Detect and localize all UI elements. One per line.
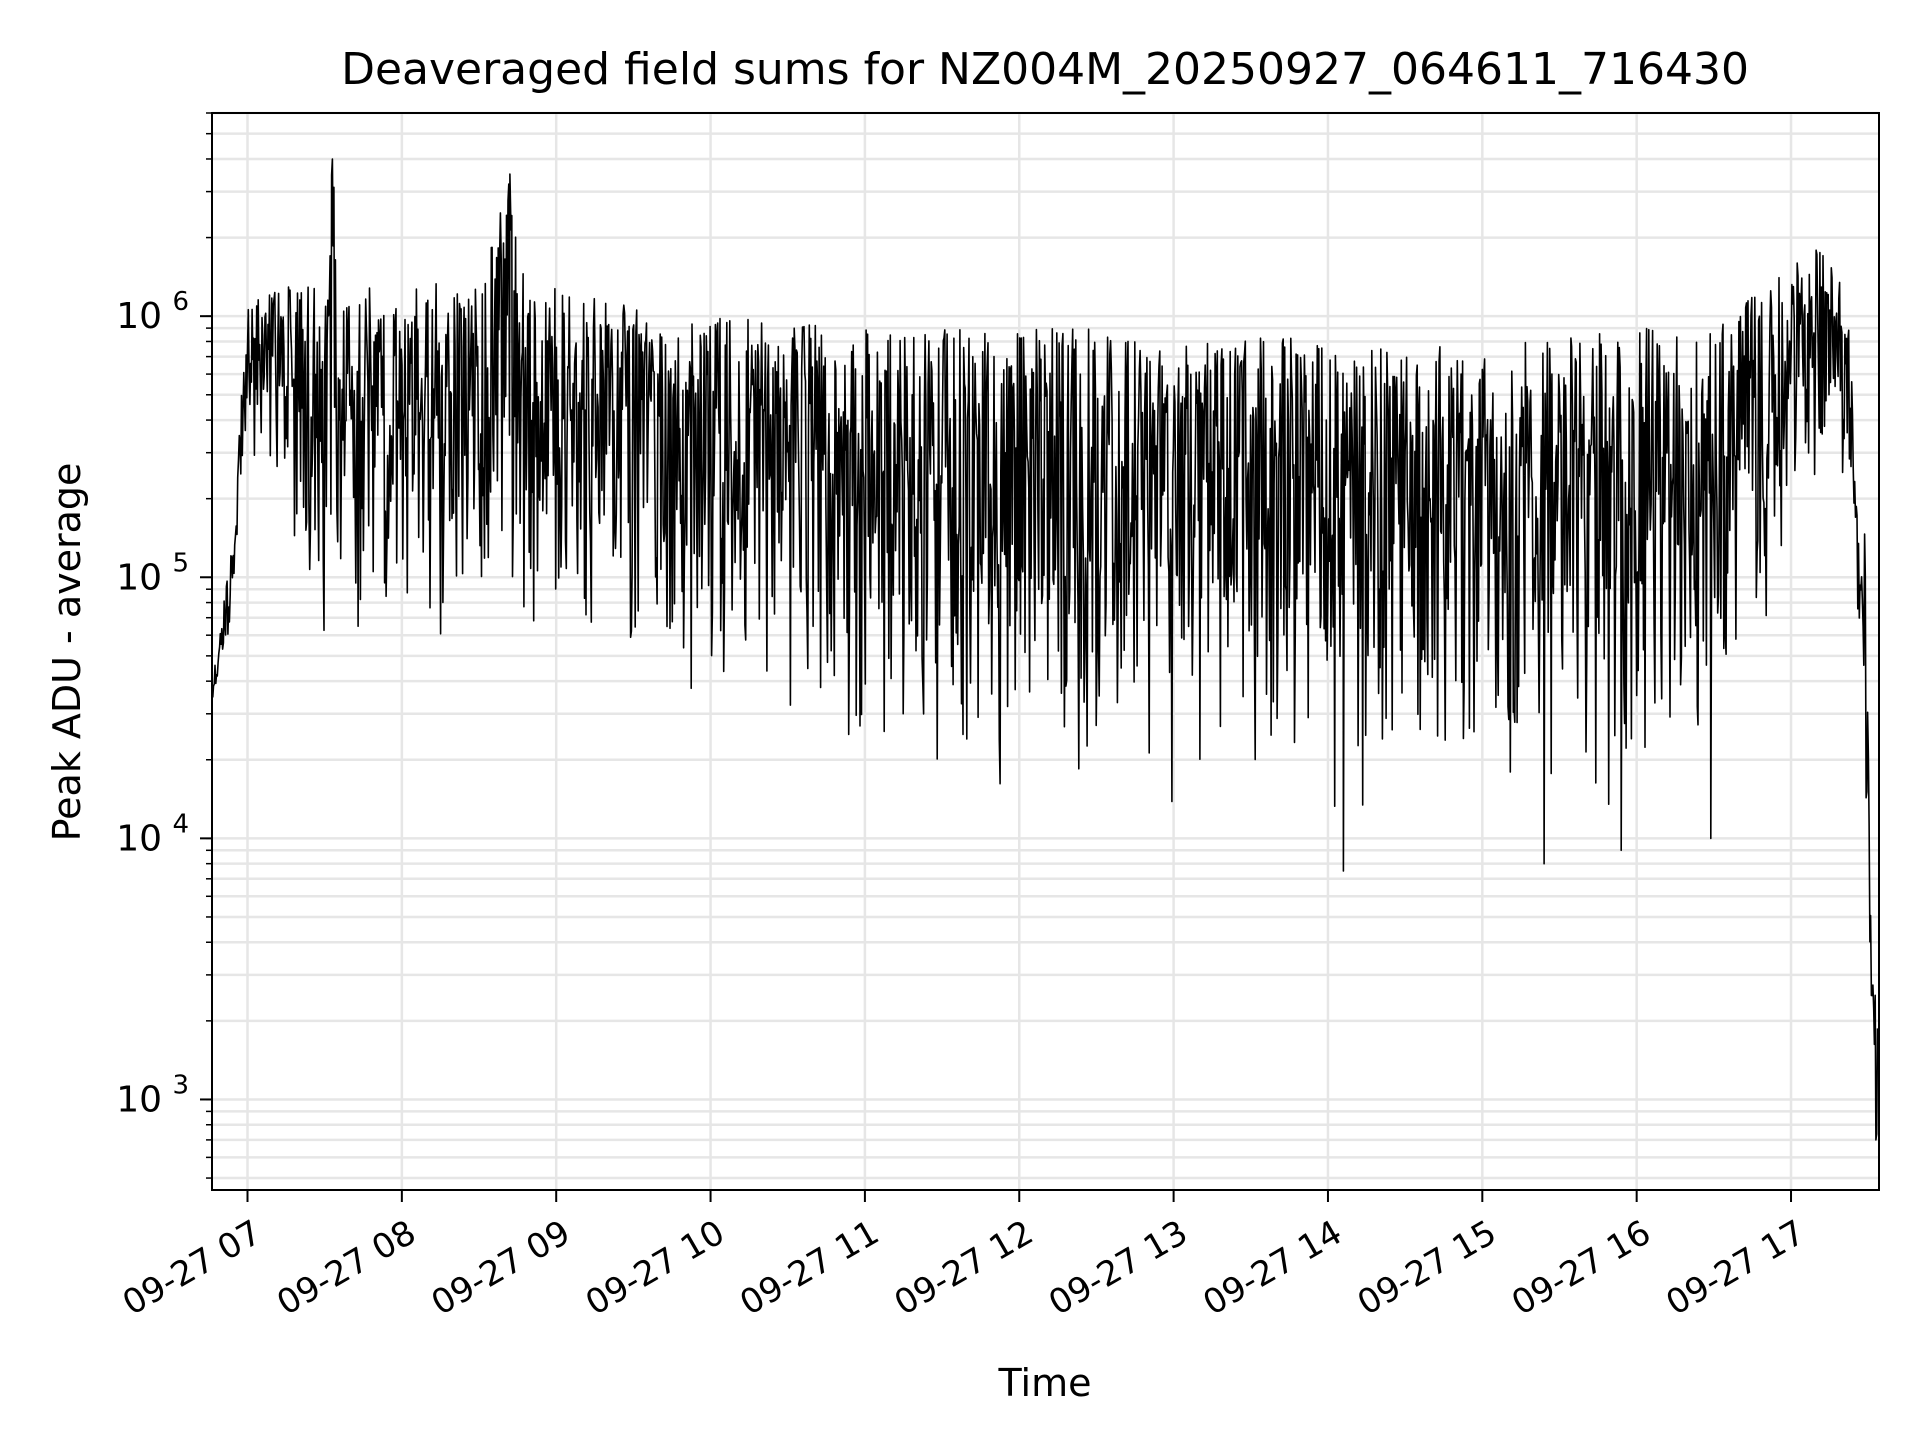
y-tick-label: 10 (116, 818, 162, 859)
x-axis-label: Time (998, 1361, 1092, 1405)
x-tick-label: 09-27 07 (116, 1213, 268, 1324)
y-tick-exponent: 5 (172, 548, 189, 578)
x-tick-label: 09-27 17 (1660, 1213, 1812, 1324)
y-tick-exponent: 4 (172, 809, 189, 839)
chart-title: Deaveraged field sums for NZ004M_2025092… (341, 44, 1749, 95)
y-axis: 10 3 10 4 10 5 10 6 (116, 112, 212, 1179)
x-tick-label: 09-27 11 (733, 1213, 885, 1324)
x-tick-label: 09-27 09 (425, 1213, 577, 1324)
x-tick-label: 09-27 12 (888, 1213, 1040, 1324)
x-tick-label: 09-27 16 (1505, 1213, 1657, 1324)
y-tick-exponent: 6 (172, 287, 189, 317)
y-axis-label: Peak ADU - average (45, 463, 89, 842)
y-tick-label: 10 (116, 296, 162, 337)
plot-frame (211, 112, 1880, 1191)
x-tick-label: 09-27 10 (579, 1213, 731, 1324)
x-axis: 09-27 07 09-27 08 09-27 09 09-27 10 09-27 11… (116, 1190, 1812, 1324)
series-layer (211, 158, 1879, 1141)
y-tick-exponent: 3 (172, 1070, 189, 1100)
x-tick-label: 09-27 15 (1351, 1213, 1503, 1324)
x-tick-label: 09-27 08 (270, 1213, 422, 1324)
grid (212, 111, 1879, 1190)
y-tick-label: 10 (116, 1079, 162, 1120)
x-tick-label: 09-27 14 (1196, 1213, 1348, 1324)
x-tick-label: 09-27 13 (1042, 1213, 1194, 1324)
series-line (211, 158, 1879, 1141)
y-tick-label: 10 (116, 557, 162, 598)
